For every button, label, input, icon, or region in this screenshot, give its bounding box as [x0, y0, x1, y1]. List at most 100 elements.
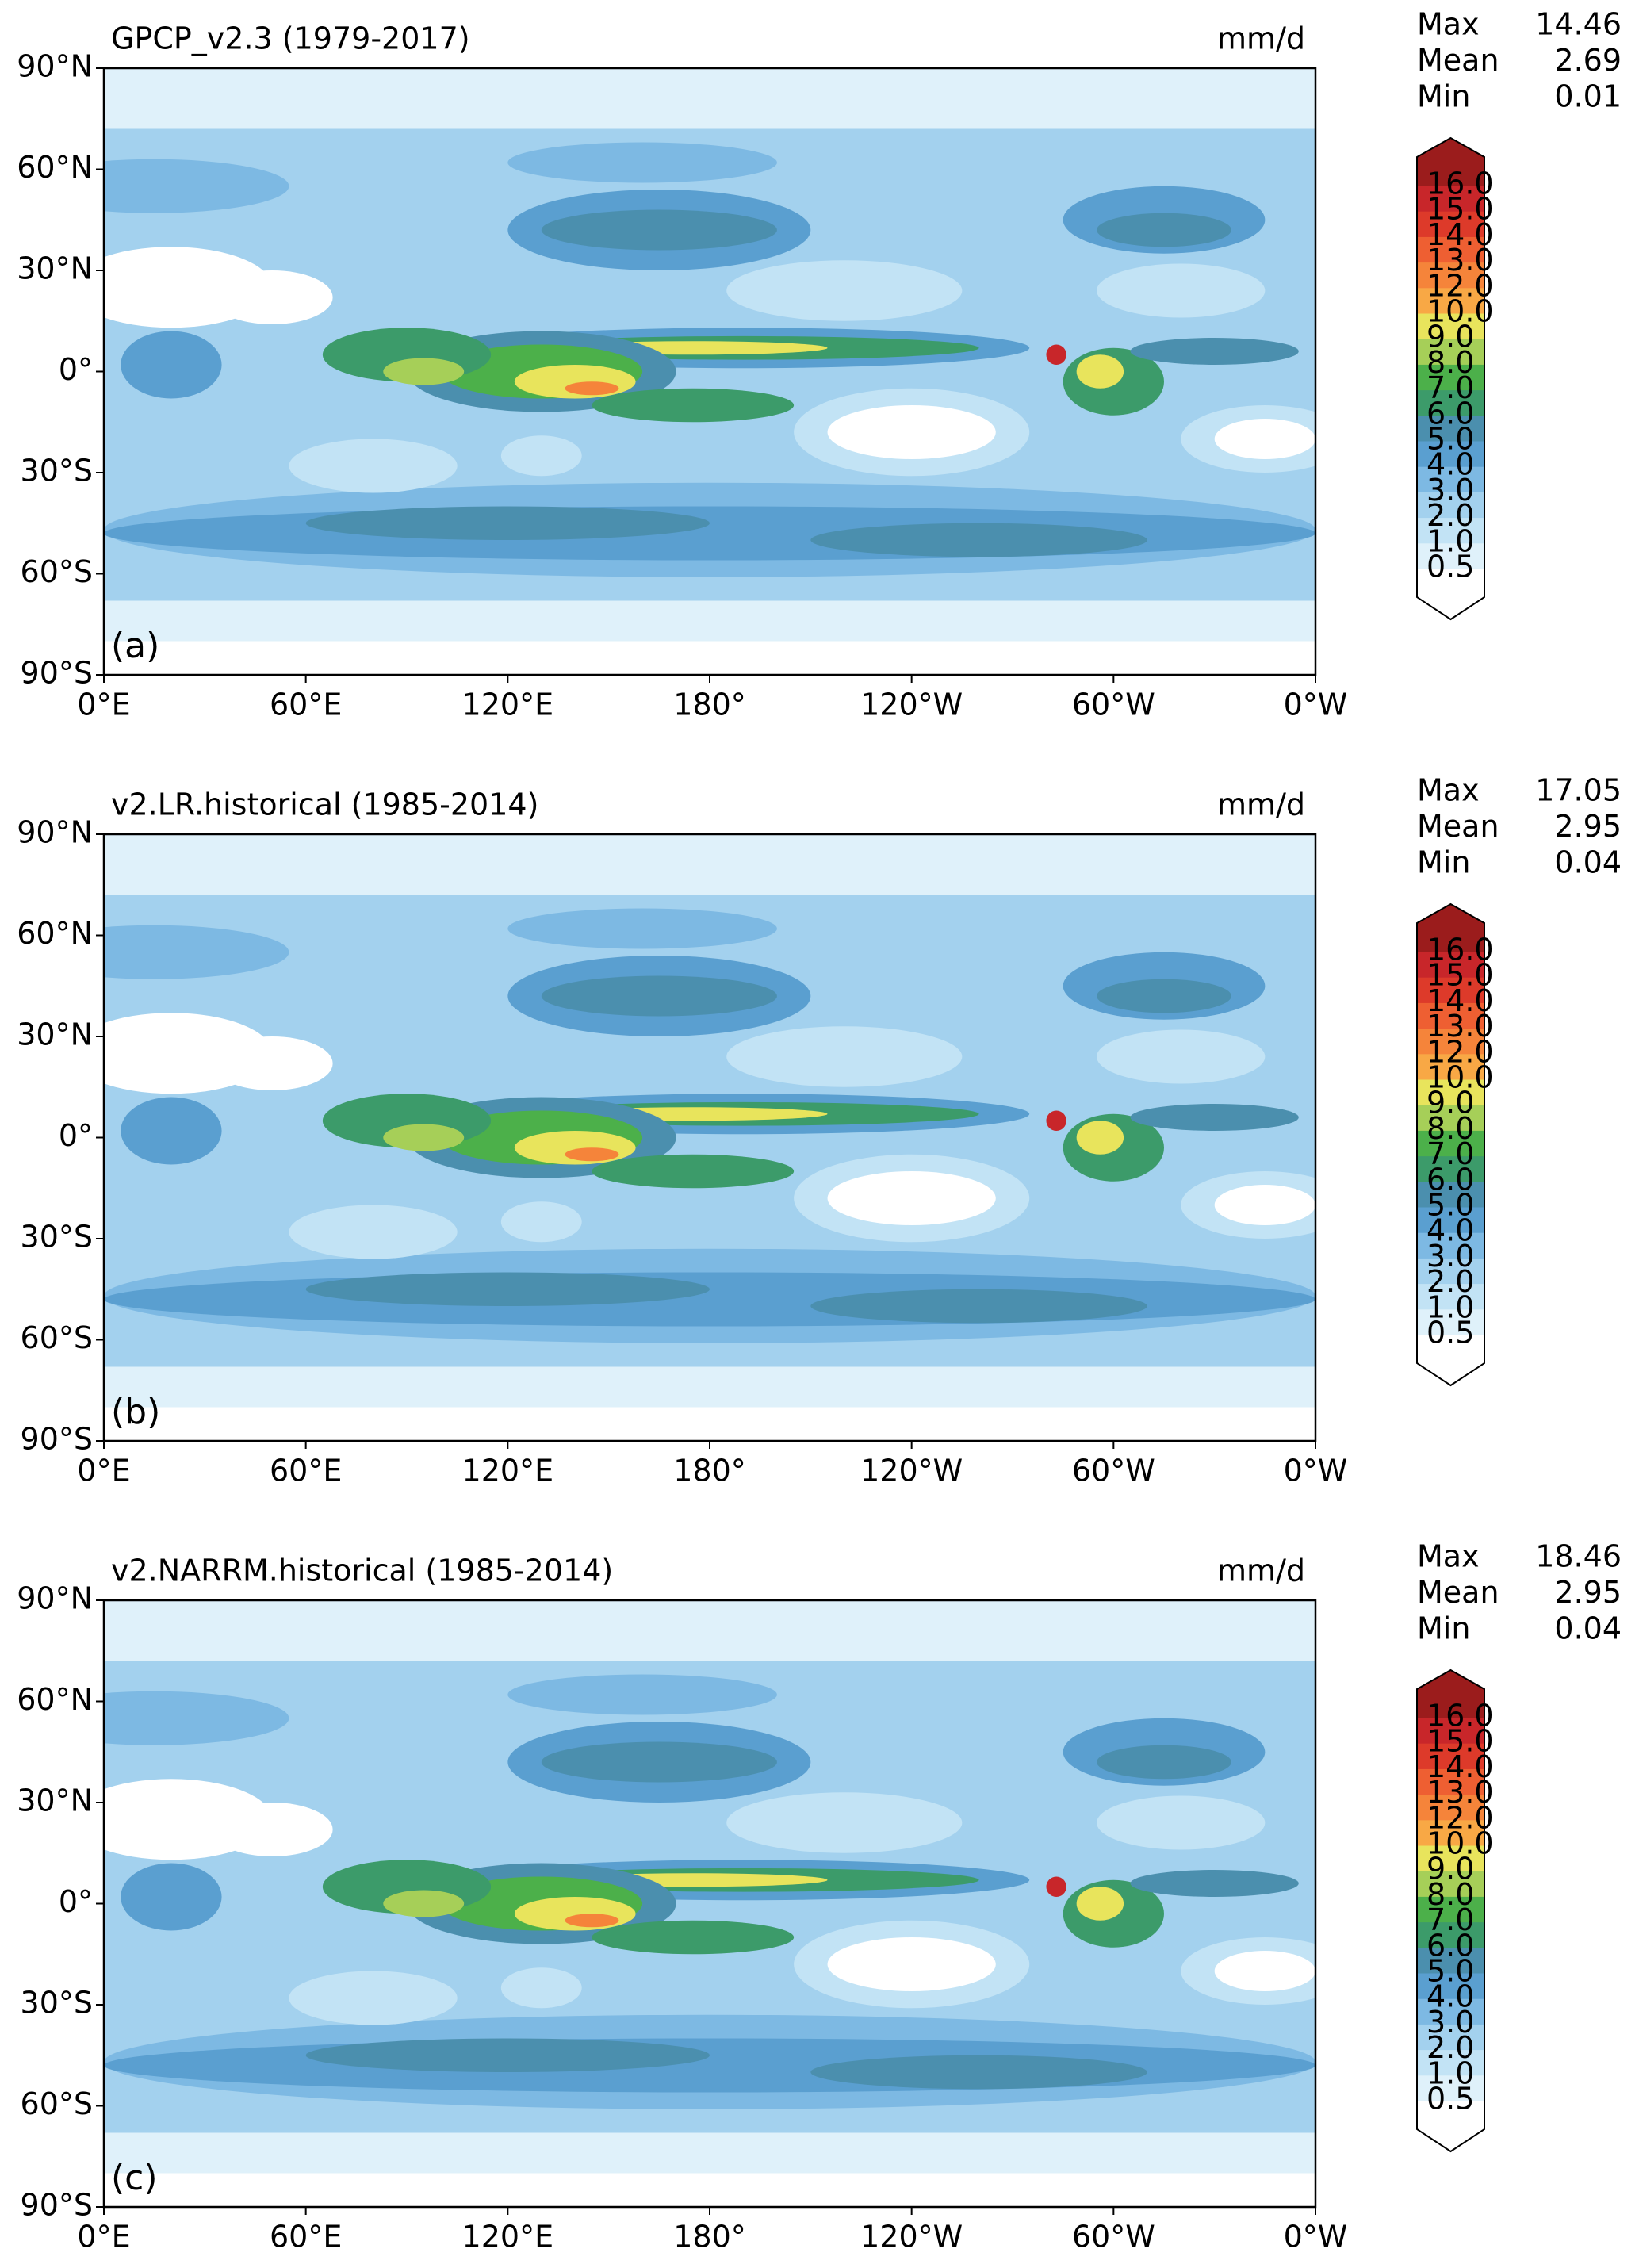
colorbar-extend-low [1417, 569, 1484, 619]
colorbar-label: 10.0 [1426, 1826, 1494, 1861]
precip-region [592, 388, 795, 423]
precip-region [305, 2038, 710, 2072]
precip-region [1214, 419, 1315, 459]
y-tick-label: 60°S [21, 554, 93, 589]
x-tick-label: 180° [673, 1454, 746, 1488]
y-tick-label: 60°S [21, 1320, 93, 1355]
colorbar-band [1417, 1998, 1484, 2025]
x-tick-label: 120°W [860, 688, 963, 722]
stat-name: Mean [1417, 809, 1499, 844]
x-tick-label: 180° [673, 688, 746, 722]
colorbar-band [1417, 339, 1484, 365]
precip-region [1130, 1870, 1299, 1897]
colorbar-extend-low [1417, 1335, 1484, 1385]
precip-region [104, 1272, 1315, 1327]
colorbar-band [1417, 1105, 1484, 1131]
colorbar-band [1417, 1207, 1484, 1233]
colorbar-band [1417, 1053, 1484, 1080]
colorbar-label: 14.0 [1426, 1749, 1494, 1784]
precip-region [827, 1171, 996, 1225]
colorbar: 0.51.02.03.04.05.06.07.08.09.010.012.013… [1416, 136, 1494, 621]
panel-label: (c) [111, 2158, 158, 2198]
colorbar-label: 15.0 [1426, 958, 1494, 993]
precip-region [121, 331, 222, 399]
colorbar-label: 5.0 [1426, 422, 1474, 457]
colorbar-label: 3.0 [1426, 2005, 1474, 2040]
x-tick-label: 0°E [77, 2220, 130, 2255]
precip-region [289, 439, 458, 493]
precip-region [1097, 1795, 1266, 1850]
colorbar-band [1417, 1283, 1484, 1310]
colorbar-band [1417, 1794, 1484, 1821]
colorbar-label: 13.0 [1426, 1009, 1494, 1044]
stat-value: 14.46 [1535, 7, 1622, 42]
colorbar-extend-high [1417, 904, 1484, 952]
precip-region [1130, 1104, 1299, 1131]
colorbar-label: 9.0 [1426, 320, 1474, 354]
precip-region [827, 405, 996, 459]
precip-region [500, 1201, 582, 1243]
precip-region [810, 1289, 1147, 1324]
colorbar-label: 13.0 [1426, 1775, 1494, 1810]
arctic [104, 68, 1315, 129]
x-tick-label: 60°W [1072, 2220, 1155, 2255]
colorbar-label: 0.5 [1426, 550, 1474, 584]
y-tick-label: 30°N [17, 1017, 93, 1052]
colorbar-label: 12.0 [1426, 268, 1494, 303]
y-tick-label: 60°N [17, 1682, 93, 1717]
precip-region [726, 260, 963, 321]
y-tick-label: 90°N [17, 815, 93, 850]
colorbar-extend-low [1417, 2101, 1484, 2151]
colorbar-band [1417, 441, 1484, 467]
colorbar-label: 0.5 [1426, 1316, 1474, 1350]
y-tick-label: 0° [59, 1884, 93, 1919]
colorbar-label: 14.0 [1426, 217, 1494, 252]
colorbar-label: 9.0 [1426, 1086, 1474, 1121]
colorbar-label: 2.0 [1426, 1264, 1474, 1299]
y-tick-label: 60°N [17, 916, 93, 951]
panel-title: v2.LR.historical (1985-2014) [111, 787, 538, 822]
colorbar-band [1417, 236, 1484, 263]
stat-name: Max [1417, 1539, 1480, 1574]
colorbar-label: 4.0 [1426, 1979, 1474, 2014]
y-tick-label: 30°S [21, 454, 93, 488]
colorbar-extend-high [1417, 138, 1484, 186]
colorbar-band [1417, 1002, 1484, 1029]
panel-title: v2.NARRM.historical (1985-2014) [111, 1554, 613, 1588]
colorbar-label: 12.0 [1426, 1034, 1494, 1069]
precip-region [1097, 1029, 1266, 1084]
colorbar-band [1417, 186, 1484, 212]
precip-region [1076, 1887, 1124, 1921]
precip-region [1097, 263, 1266, 318]
x-tick-label: 60°W [1072, 1454, 1155, 1488]
colorbar-band [1417, 1181, 1484, 1208]
colorbar-extend-high [1417, 1670, 1484, 1718]
precip-region [211, 1803, 333, 1856]
x-tick-label: 60°E [270, 688, 342, 722]
colorbar-label: 10.0 [1426, 1060, 1494, 1095]
precip-region [507, 1674, 777, 1715]
colorbar-band [1417, 2075, 1484, 2101]
y-tick-label: 30°N [17, 251, 93, 286]
colorbar-label: 8.0 [1426, 1877, 1474, 1912]
colorbar-label: 1.0 [1426, 523, 1474, 558]
colorbar-band [1417, 1819, 1484, 1846]
stat-name: Mean [1417, 1575, 1499, 1610]
precip-region [592, 1920, 795, 1955]
precip-region [104, 925, 289, 979]
precip-region [592, 1154, 795, 1189]
stat-value: 0.01 [1554, 79, 1622, 114]
map-panel: v2.NARRM.historical (1985-2014) mm/d (c) 0°… [17, 1539, 1622, 2255]
x-tick-label: 0°E [77, 688, 130, 722]
colorbar-band [1417, 1743, 1484, 1769]
precip-region [810, 2055, 1147, 2090]
precip-region [211, 270, 333, 324]
precip-region [1046, 344, 1066, 365]
colorbar-band [1417, 952, 1484, 978]
x-tick-label: 120°W [860, 2220, 963, 2255]
colorbar-band [1417, 1079, 1484, 1105]
colorbar-label: 16.0 [1426, 1699, 1494, 1734]
stat-value: 18.46 [1535, 1539, 1622, 1574]
stat-value: 2.95 [1554, 809, 1622, 844]
units: mm/d [1217, 21, 1305, 56]
